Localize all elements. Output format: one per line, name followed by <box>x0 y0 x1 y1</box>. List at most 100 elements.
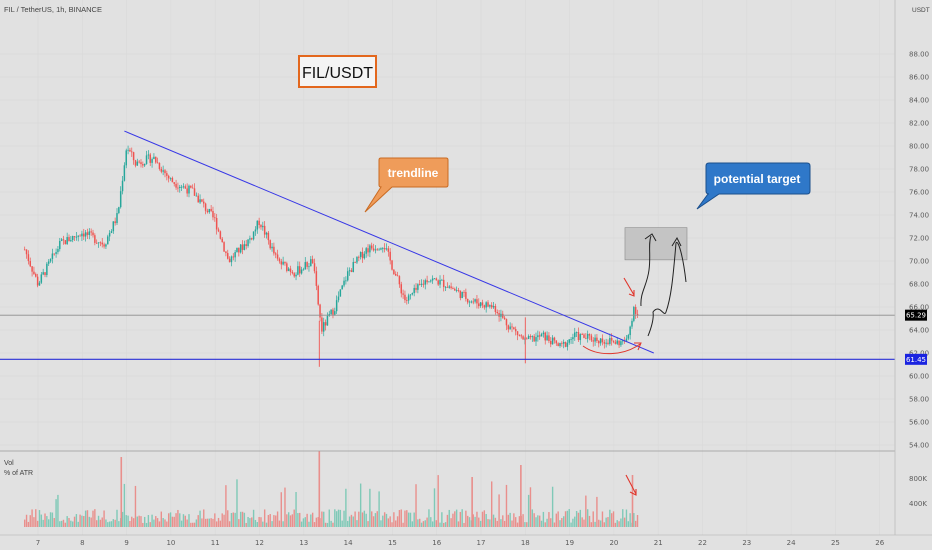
candle-body <box>284 261 286 264</box>
candle-body <box>55 252 57 254</box>
volume-bar <box>419 518 421 527</box>
candle-body <box>581 334 583 335</box>
volume-bar <box>262 521 264 527</box>
candle-body <box>631 320 633 327</box>
volume-bar <box>60 520 63 527</box>
candle-body <box>505 319 508 326</box>
candle-body <box>627 335 630 339</box>
volume-bar <box>620 518 622 527</box>
volume-bar <box>437 475 439 527</box>
volume-bar <box>542 511 545 527</box>
candle-body <box>535 337 537 342</box>
candle-body <box>276 254 279 259</box>
volume-bar <box>191 522 194 527</box>
volume-bar <box>121 511 124 527</box>
volume-bar <box>507 514 510 527</box>
volume-bar <box>308 521 310 527</box>
candle-body <box>112 221 115 232</box>
volume-bar <box>372 516 375 527</box>
candle-body <box>297 266 299 275</box>
volume-bar <box>478 517 480 527</box>
candles <box>23 145 639 367</box>
volume-bar <box>572 518 574 527</box>
candle-body <box>302 269 305 271</box>
volume-bar <box>299 512 301 527</box>
candle-body <box>470 301 473 303</box>
volume-bar <box>417 519 419 527</box>
candle-body <box>291 272 294 274</box>
candle-body <box>243 244 246 250</box>
candle-body <box>570 339 572 340</box>
volume-bar <box>350 514 353 527</box>
candle-body <box>335 300 338 312</box>
volume-bar <box>618 521 620 527</box>
volume-bar <box>430 517 432 527</box>
volume-bar <box>472 514 474 527</box>
candle-body <box>411 293 414 295</box>
candle-body <box>457 290 460 291</box>
volume-bar <box>318 451 321 527</box>
volume-bar <box>498 494 500 527</box>
volume-bar <box>629 513 631 527</box>
candle-body <box>361 251 364 259</box>
volume-bar <box>407 512 410 527</box>
volume-bar <box>217 517 220 527</box>
candle-body <box>376 249 379 251</box>
candle-body <box>68 237 70 242</box>
candle-body <box>516 331 519 335</box>
volume-bar <box>481 511 484 527</box>
volume-bar <box>380 520 382 527</box>
target-callout[interactable]: potential target <box>696 162 811 210</box>
candle-body <box>537 335 539 338</box>
vol-tick-400k: 400K <box>909 500 927 508</box>
volume-bar <box>68 518 70 527</box>
candle-body <box>393 269 395 274</box>
volume-bar <box>256 522 258 527</box>
candle-body <box>190 185 192 188</box>
candle-body <box>99 242 102 244</box>
y-tick-label: 66.00 <box>909 304 929 312</box>
candle-body <box>73 236 76 238</box>
volume-bar <box>25 514 28 527</box>
trendline[interactable] <box>124 130 654 354</box>
candle-body <box>107 236 109 245</box>
volume-bar <box>280 492 282 527</box>
volume-bar <box>53 517 55 527</box>
volume-bar <box>31 509 33 527</box>
volume-bar <box>411 521 414 527</box>
volume-bar <box>84 510 87 527</box>
volume-bar <box>551 486 554 527</box>
candle-body <box>156 162 159 164</box>
volume-bar <box>538 515 541 527</box>
candle-body <box>346 271 349 281</box>
volume-bar <box>210 518 212 527</box>
candle-body <box>35 273 37 277</box>
trendline-callout[interactable]: trendline <box>364 157 449 213</box>
x-tick-label: 17 <box>477 539 486 547</box>
volume-bar <box>116 509 118 527</box>
y-tick-label: 68.00 <box>909 281 929 289</box>
candle-body <box>507 325 510 330</box>
volume-bar <box>398 510 401 527</box>
volume-bar <box>479 520 482 527</box>
volume-bar <box>531 509 534 527</box>
candle-body <box>92 232 94 236</box>
target-zone-box[interactable] <box>624 227 688 261</box>
y-tick-label: 70.00 <box>909 258 929 266</box>
candle-body <box>199 199 201 203</box>
volume-bar <box>601 511 604 527</box>
volume-bar <box>160 511 163 527</box>
x-tick-label: 8 <box>80 539 84 547</box>
volume-bar <box>363 510 366 527</box>
candle-body <box>485 302 487 308</box>
title-box[interactable]: FIL/USDT <box>298 55 377 88</box>
candle-body <box>542 332 545 335</box>
candle-body <box>396 275 399 277</box>
volume-bar <box>627 521 629 527</box>
volume-bar <box>79 514 81 527</box>
price-label-badge <box>905 353 927 365</box>
volume-bar <box>252 509 255 527</box>
volume-bar <box>239 511 242 527</box>
